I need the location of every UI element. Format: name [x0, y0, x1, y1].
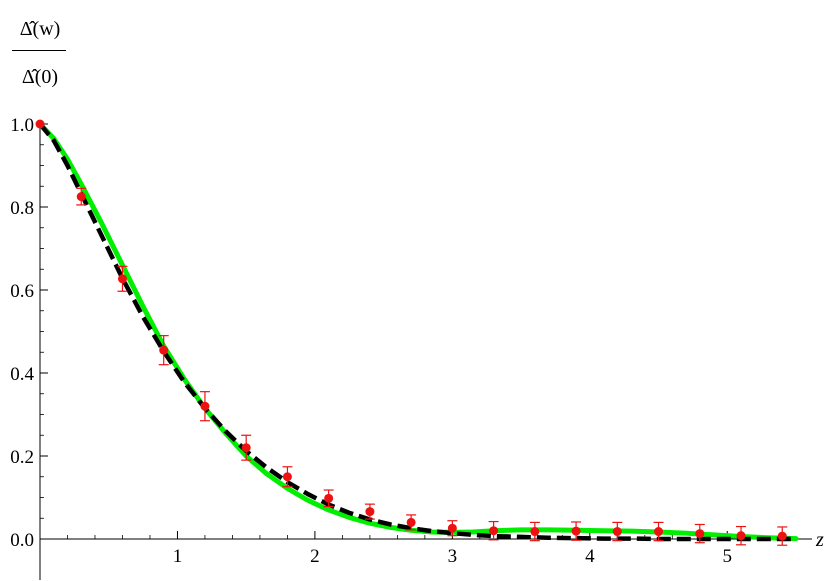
data-point — [736, 525, 747, 546]
y-tick-label-0.0: 0.0 — [10, 530, 34, 551]
y-tick-label-0.4: 0.4 — [10, 364, 34, 385]
data-point — [241, 434, 252, 461]
data-point — [406, 514, 417, 531]
data-point — [117, 265, 128, 292]
data-point — [76, 187, 87, 206]
data-point-marker — [777, 531, 787, 541]
data-point — [653, 521, 664, 542]
data-point-marker — [365, 507, 375, 517]
data-point-marker — [200, 401, 210, 411]
x-tick-label-1: 1 — [173, 546, 183, 567]
y-axis-label-denominator: Δ̂(0) — [21, 66, 59, 88]
x-tick-label-2: 2 — [310, 546, 320, 567]
y-tick-label-0.6: 0.6 — [10, 281, 34, 302]
data-point-marker — [530, 527, 540, 537]
data-point — [612, 521, 623, 542]
data-point-marker — [35, 119, 45, 129]
data-point-marker — [324, 493, 334, 503]
y-tick-label-1.0: 1.0 — [10, 115, 34, 136]
data-point-marker — [241, 443, 251, 453]
x-tick-label-3: 3 — [448, 546, 458, 567]
data-point-marker — [695, 529, 705, 539]
y-axis-label-numerator: Δ̂(w) — [19, 18, 61, 40]
data-point-marker — [117, 274, 127, 284]
data-point — [323, 489, 334, 508]
data-point — [447, 520, 458, 537]
data-point — [529, 521, 540, 542]
data-point — [199, 391, 210, 422]
x-tick-label-5: 5 — [723, 546, 733, 567]
x-axis-label: z — [816, 529, 824, 551]
series-green-curve — [37, 121, 799, 542]
data-point — [158, 335, 169, 366]
data-point-marker — [76, 192, 86, 202]
data-point — [777, 526, 788, 546]
data-point — [571, 521, 582, 541]
data-point-marker — [282, 472, 292, 482]
data-point — [694, 523, 705, 544]
data-point — [35, 119, 45, 129]
data-point — [364, 503, 375, 520]
data-point-marker — [159, 345, 169, 355]
y-tick-label-0.8: 0.8 — [10, 198, 34, 219]
data-point — [488, 520, 499, 541]
data-point-marker — [406, 517, 416, 527]
data-point-marker — [447, 523, 457, 533]
data-point-marker — [571, 526, 581, 536]
x-tick-label-4: 4 — [585, 546, 595, 567]
data-point-marker — [612, 527, 622, 537]
data-point-marker — [654, 527, 664, 537]
data-point-marker — [736, 531, 746, 541]
data-point — [282, 466, 293, 488]
y-axis-label-fraction-bar — [12, 50, 66, 51]
data-point-marker — [489, 526, 499, 536]
y-tick-label-0.2: 0.2 — [10, 447, 34, 468]
